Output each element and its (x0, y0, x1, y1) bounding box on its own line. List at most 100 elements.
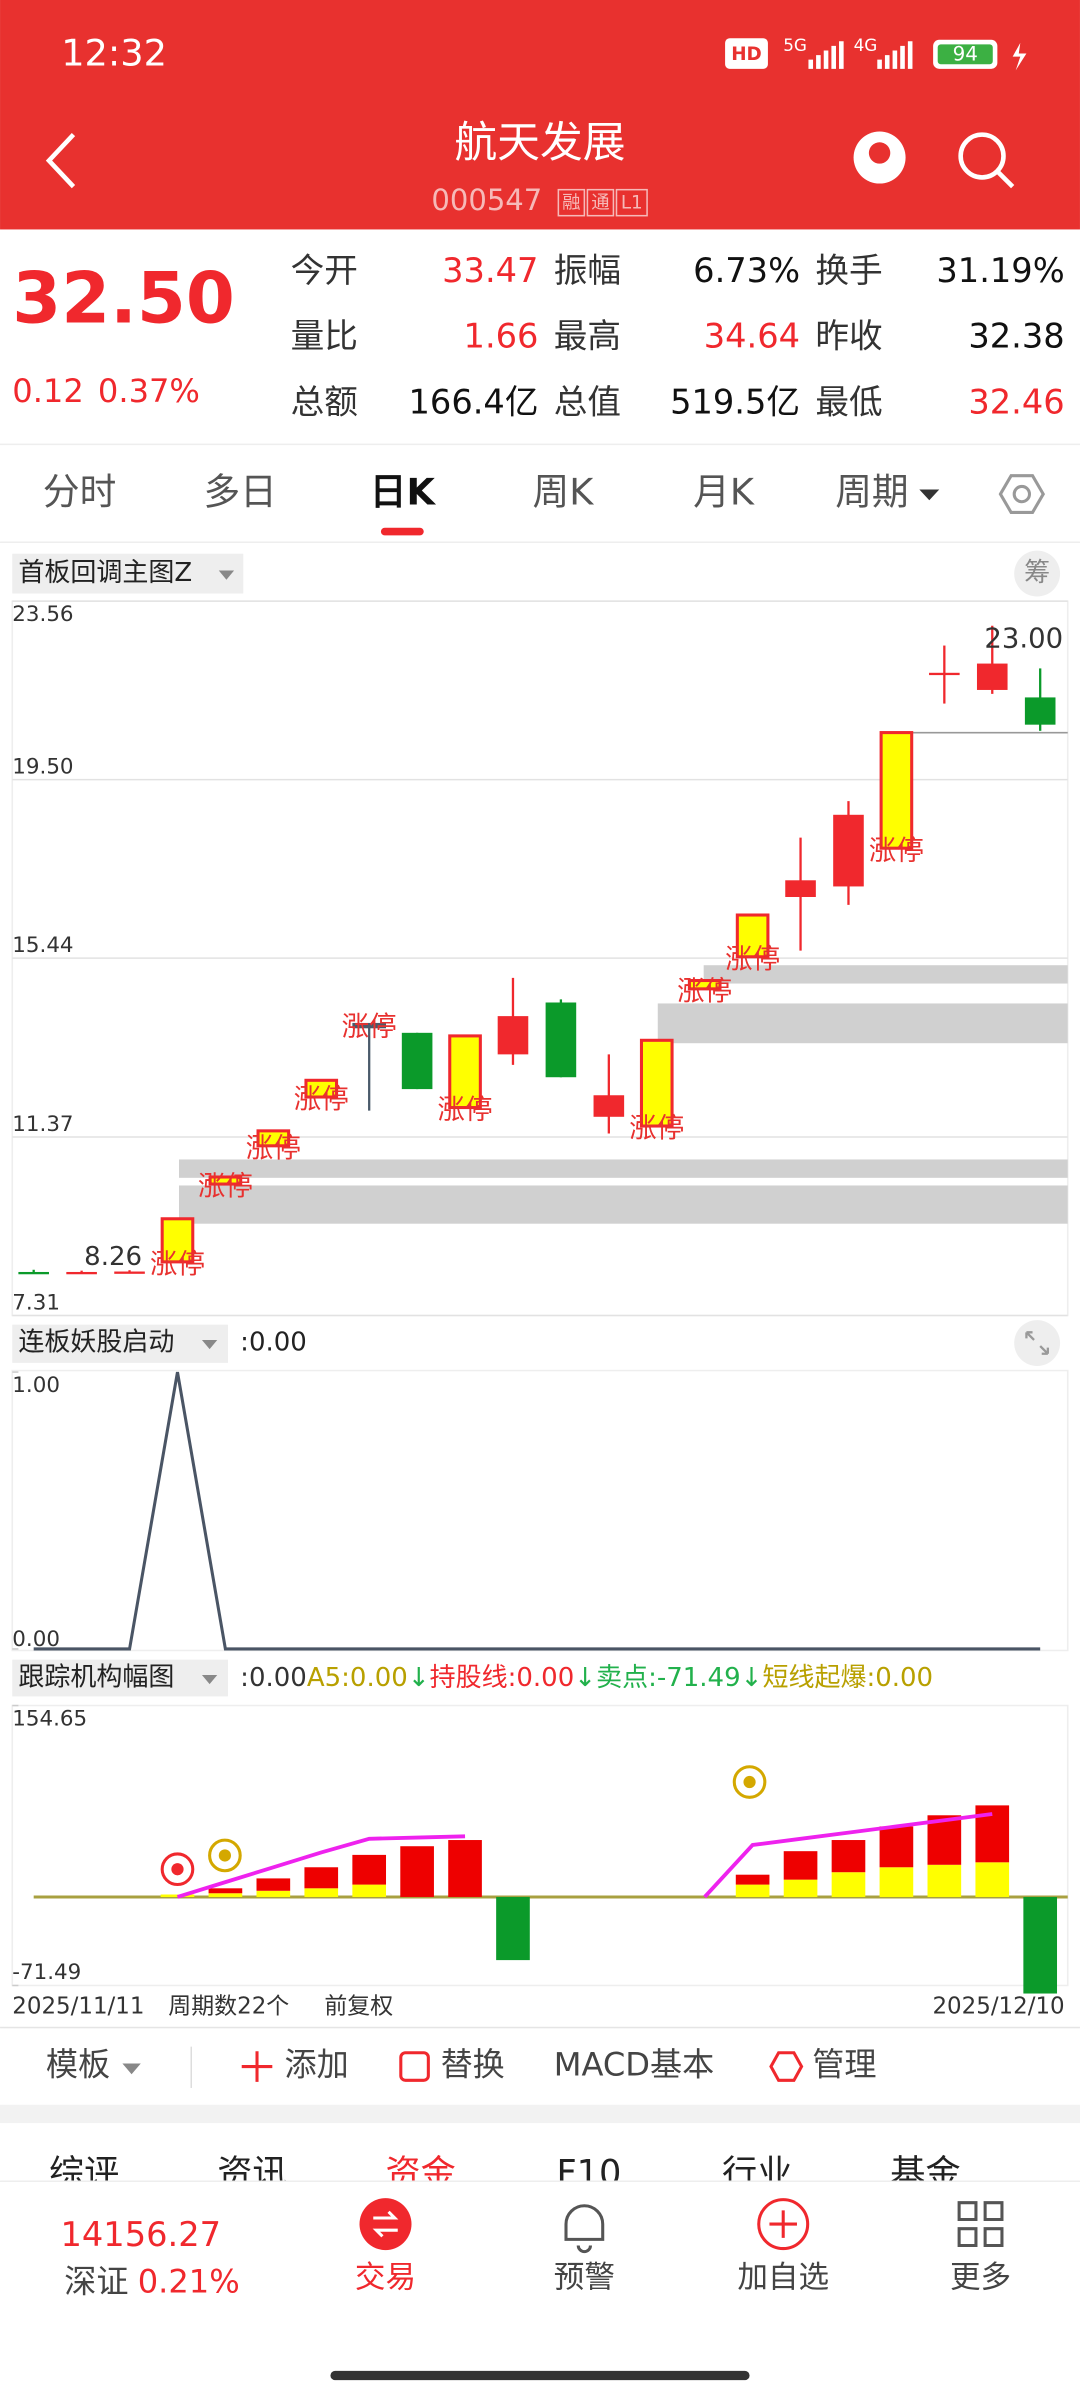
signal-dot (218, 1849, 232, 1862)
caret (201, 1339, 218, 1350)
caret (218, 570, 235, 580)
y-tick-label: 154.65 (12, 1706, 87, 1731)
nav-label[interactable]: 更多 (950, 2261, 1011, 2296)
zone (657, 1003, 1068, 1044)
index-value[interactable]: 14156.27 (60, 2215, 221, 2254)
candle-body (639, 1038, 674, 1128)
footer-bg (0, 2181, 1080, 2400)
expand[interactable] (1014, 1320, 1061, 1366)
y-tick-label: 19.50 (12, 754, 73, 779)
panel2-name: 跟踪机构幅图 (18, 1663, 174, 1693)
tab[interactable]: 分时 (43, 471, 116, 514)
tab[interactable]: 周期 (835, 471, 908, 514)
candle-body (929, 672, 960, 676)
readout: ↓ (741, 1663, 763, 1693)
indicator-box[interactable] (12, 1324, 228, 1363)
search[interactable] (958, 132, 1006, 180)
plus (769, 2210, 797, 2238)
tool[interactable]: 添加 (285, 2046, 349, 2084)
stat-value: 519.5亿 (670, 382, 800, 421)
chip-btn[interactable] (1014, 550, 1061, 597)
tags: 融通 L1 (557, 188, 648, 217)
index-name: 深证 (64, 2263, 128, 2301)
tab[interactable]: 月K (693, 471, 755, 514)
bar (256, 1878, 291, 1891)
candle-body (497, 1016, 529, 1055)
bar (831, 1872, 866, 1897)
add-icon (241, 2051, 273, 2082)
bar (927, 1864, 962, 1897)
tool[interactable]: 模板 (46, 2046, 110, 2084)
y-tick-label: 11.37 (12, 1112, 73, 1137)
panel1-name: 连板妖股启动 (18, 1328, 174, 1358)
y-tick-label: 15.44 (12, 933, 73, 958)
settings[interactable] (998, 474, 1046, 514)
adjust: 前复权 (324, 1993, 393, 2019)
tool[interactable]: 替换 (441, 2046, 505, 2084)
swap-icon (399, 2051, 430, 2082)
high-label: 23.00 (984, 622, 1063, 654)
indicator-box[interactable] (12, 553, 244, 594)
candle-body (687, 978, 722, 991)
bar (256, 1890, 291, 1897)
y-tick-label: 23.56 (12, 602, 73, 627)
stat-label: 振幅 (554, 251, 621, 290)
tab[interactable]: 日K (370, 471, 437, 514)
bar (448, 1840, 482, 1897)
caret (122, 2063, 141, 2075)
tool[interactable]: MACD基本 (554, 2046, 714, 2084)
zone (703, 965, 1068, 984)
stat-label: 最低 (815, 382, 882, 421)
bar (1023, 1896, 1058, 1994)
battery-text: 94 (953, 43, 978, 66)
settings-dot (1012, 484, 1032, 504)
candle-body (593, 1095, 625, 1117)
gap (0, 2104, 1080, 2124)
readout: ↓ (408, 1663, 430, 1693)
readout: 持股线:0.00 (430, 1663, 575, 1693)
bar (735, 1874, 770, 1885)
trade-icon (359, 2198, 412, 2251)
panel2-readouts: :0.00A5:0.00↓持股线:0.00↓卖点:-71.49↓短线起爆:0.0… (240, 1663, 933, 1693)
candle-body (401, 1032, 433, 1090)
stock-code: 000547 (431, 183, 542, 217)
bar (304, 1888, 339, 1897)
date-start: 2025/11/11 (12, 1993, 144, 2019)
nav-label[interactable]: 加自选 (737, 2261, 829, 2296)
expand-icon (1025, 1331, 1049, 1355)
indicator: 首板回调主图Z (18, 558, 192, 588)
candle-body (976, 663, 1008, 690)
line (33, 1371, 1041, 1651)
tool[interactable]: 管理 (812, 2046, 876, 2084)
nav-label[interactable]: 预警 (554, 2261, 615, 2296)
readout: 卖点:-71.49 (596, 1663, 741, 1693)
back[interactable] (45, 133, 76, 189)
stat-value: 32.38 (968, 317, 1064, 356)
tab[interactable]: 周K (533, 471, 595, 514)
stat-value: 34.64 (704, 317, 800, 356)
bar (879, 1826, 914, 1868)
nav-label[interactable]: 交易 (355, 2261, 416, 2296)
tab[interactable]: 多日 (203, 471, 276, 514)
candle-body (735, 913, 770, 959)
change-pct: 0.37% (98, 372, 200, 410)
stat-label: 量比 (291, 317, 358, 356)
chip-text: 筹 (1024, 558, 1050, 588)
readout: ↓ (574, 1663, 596, 1693)
candle-body (160, 1217, 195, 1264)
candle-body (208, 1175, 243, 1186)
limit-up-label: 涨停 (629, 1112, 684, 1144)
header-bg (0, 0, 1080, 230)
candle-body (114, 1271, 145, 1274)
indicator-box[interactable] (12, 1659, 228, 1697)
candle-body (833, 814, 864, 887)
candle-body (352, 1022, 387, 1029)
stat-label: 昨收 (815, 317, 882, 356)
settings-hex (998, 474, 1046, 514)
signal (808, 41, 913, 69)
divider (0, 443, 1080, 446)
divider (0, 2026, 1080, 2029)
stat-value: 6.73% (693, 251, 800, 290)
limit-up-label: 涨停 (294, 1083, 349, 1115)
stat-label: 今开 (291, 251, 358, 290)
